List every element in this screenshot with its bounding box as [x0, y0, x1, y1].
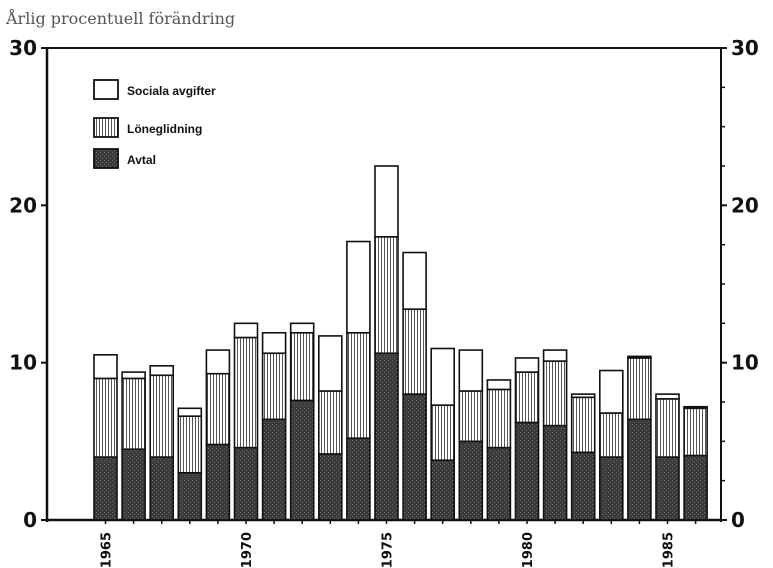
legend-item-avtal: Avtal [93, 148, 156, 169]
bar-segment-loneglidning [205, 372, 231, 446]
bar-segment-loneglidning [598, 412, 624, 458]
bar-segment-avtal [93, 456, 118, 521]
bar-segment-loneglidning [542, 360, 568, 427]
legend-item-loneglidning: Löneglidning [93, 117, 202, 138]
bar-segment-loneglidning [402, 308, 427, 395]
bar-segment-sociala-avgifter [683, 405, 708, 410]
bar-segment-sociala-avgifter [233, 322, 259, 339]
x-ticks: 1965 1970 1975 1980 1985 [100, 520, 697, 568]
bar-segment-loneglidning [430, 404, 456, 462]
bar-segment-loneglidning [93, 377, 118, 458]
bar-segment-loneglidning [261, 352, 287, 421]
bar-segment-avtal [317, 453, 343, 521]
bar-segment-loneglidning [514, 371, 540, 424]
bar-segment-sociala-avgifter [205, 349, 231, 375]
bar-segment-sociala-avgifter [514, 357, 540, 373]
bar-segment-avtal [289, 399, 315, 521]
bar-segment-sociala-avgifter [598, 369, 624, 414]
bar-segment-loneglidning [458, 390, 484, 443]
y-tick-label-left: 10 [9, 351, 37, 375]
bar-segment-loneglidning [317, 390, 343, 455]
bar-segment-avtal [233, 446, 259, 521]
y-tick-label-right: 0 [731, 508, 745, 532]
bar-segment-sociala-avgifter [177, 407, 203, 417]
y-tick-label-left: 0 [23, 508, 37, 532]
bar-segment-loneglidning [233, 336, 259, 449]
x-tick-label: 1965 [100, 532, 115, 568]
x-tick-label: 1985 [662, 532, 677, 568]
bar-segment-avtal [627, 418, 652, 521]
bar-segment-sociala-avgifter [317, 335, 343, 392]
y-tick-label-left: 30 [9, 36, 37, 60]
bar-segment-avtal [402, 393, 427, 521]
bar-segment-avtal [149, 456, 174, 521]
bar-segment-avtal [542, 424, 568, 521]
bar-segment-avtal [205, 443, 231, 521]
bars [93, 165, 708, 521]
bar-segment-sociala-avgifter [542, 349, 568, 362]
bar-segment-avtal [514, 421, 540, 521]
bar-segment-sociala-avgifter [261, 331, 287, 355]
bar-segment-avtal [177, 471, 203, 521]
bar-segment-avtal [598, 456, 624, 521]
y-tick-label-right: 10 [731, 351, 759, 375]
bar-segment-loneglidning [374, 236, 399, 355]
legend-item-sociala-avgifter: Sociala avgifter [93, 79, 216, 100]
bar-segment-avtal [683, 454, 708, 521]
y-tick-label-right: 30 [731, 36, 759, 60]
bar-segment-avtal [570, 451, 596, 521]
bar-segment-sociala-avgifter [346, 240, 371, 334]
x-tick-label: 1980 [521, 532, 536, 568]
bar-segment-sociala-avgifter [402, 251, 427, 310]
legend: Sociala avgifter Löneglidning Avtal [93, 79, 216, 169]
bar-segment-loneglidning [627, 357, 652, 421]
bar-segment-loneglidning [486, 388, 512, 449]
y-tick-label-right: 20 [731, 193, 759, 217]
bar-segment-sociala-avgifter [374, 165, 399, 238]
x-tick-label: 1970 [240, 532, 255, 568]
legend-label-avtal: Avtal [127, 153, 156, 167]
bar-segment-sociala-avgifter [121, 371, 146, 380]
bar-segment-sociala-avgifter [149, 365, 174, 377]
bar-segment-avtal [458, 440, 484, 521]
bar-segment-avtal [121, 448, 146, 521]
bar-segment-avtal [261, 418, 287, 521]
bar-segment-loneglidning [121, 377, 146, 450]
bar-segment-sociala-avgifter [627, 355, 652, 359]
bar-segment-sociala-avgifter [655, 393, 680, 400]
bar-segment-loneglidning [570, 396, 596, 454]
bar-segment-sociala-avgifter [289, 322, 315, 334]
bar-segment-loneglidning [346, 331, 371, 439]
bar-segment-sociala-avgifter [486, 379, 512, 391]
bar-segment-sociala-avgifter [570, 393, 596, 399]
bar-segment-avtal [374, 352, 399, 521]
bar-segment-avtal [346, 437, 371, 521]
bar-segment-avtal [430, 459, 456, 521]
y-tick-label-left: 20 [9, 193, 37, 217]
bar-segment-loneglidning [177, 415, 203, 474]
bar-segment-sociala-avgifter [458, 349, 484, 392]
legend-label-loneglidning: Löneglidning [127, 122, 202, 136]
x-tick-label: 1975 [381, 532, 396, 568]
bar-segment-loneglidning [683, 407, 708, 457]
legend-label-sociala-avgifter: Sociala avgifter [127, 84, 216, 98]
bar-segment-loneglidning [149, 374, 174, 458]
legend-swatch-loneglidning [93, 117, 119, 138]
chart-title: Årlig procentuell förändring [5, 8, 235, 28]
legend-swatch-avtal [93, 148, 119, 169]
bar-segment-loneglidning [289, 331, 315, 402]
bar-segment-sociala-avgifter [93, 353, 118, 380]
y-ticks: 0 0 10 10 20 20 30 30 [9, 36, 759, 532]
bar-segment-loneglidning [655, 398, 680, 458]
bar-segment-avtal [655, 456, 680, 521]
bar-segment-avtal [486, 446, 512, 521]
legend-swatch-sociala-avgifter [93, 79, 119, 100]
bar-segment-sociala-avgifter [430, 347, 456, 406]
